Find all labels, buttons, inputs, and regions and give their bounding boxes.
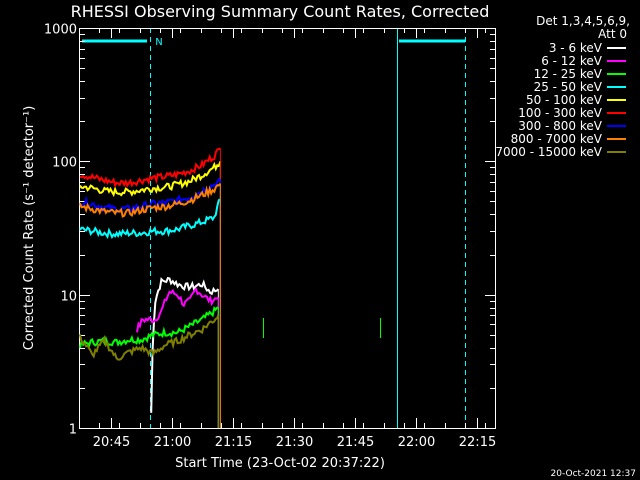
series-line-5 xyxy=(79,147,221,188)
legend-label: 6 - 12 keV xyxy=(541,54,603,68)
series-line-4 xyxy=(79,160,222,198)
legend-label: 800 - 7000 keV xyxy=(511,132,603,146)
footer-date: 20-Oct-2021 12:37 xyxy=(551,469,636,479)
plot-frame xyxy=(79,28,496,429)
legend-label: 300 - 800 keV xyxy=(518,119,602,133)
x-tick-labels: 20:45 21:00 21:15 21:30 21:45 22:00 22:15 xyxy=(93,435,496,450)
series-line-7 xyxy=(79,183,222,218)
x-tick-label: 22:15 xyxy=(459,435,496,450)
series-line-1 xyxy=(136,286,219,333)
series-line-0 xyxy=(150,276,220,413)
series-line-8 xyxy=(79,314,220,361)
legend-header-line-1: Det 1,3,4,5,6,9, xyxy=(536,14,630,28)
y-tick-label: 10 xyxy=(60,290,77,305)
x-axis-label: Start Time (23-Oct-02 20:37:22) xyxy=(175,456,385,471)
legend-label: 50 - 100 keV xyxy=(526,93,603,107)
x-tick-label: 21:15 xyxy=(215,435,252,450)
legend-label: 100 - 300 keV xyxy=(518,106,602,120)
y-axis-label: Corrected Count Rate (s⁻¹ detector⁻¹) xyxy=(22,106,37,351)
series-line-3 xyxy=(79,198,221,240)
y-tick-label: 1000 xyxy=(44,23,77,38)
x-tick-label: 21:30 xyxy=(276,435,313,450)
x-tick-label: 21:45 xyxy=(337,435,374,450)
axis-ticks xyxy=(80,28,495,429)
x-tick-label: 22:00 xyxy=(398,435,435,450)
legend-label: 3 - 6 keV xyxy=(549,41,603,55)
legend-label: 7000 - 15000 keV xyxy=(495,145,602,159)
chart-title: RHESSI Observing Summary Count Rates, Co… xyxy=(71,2,490,21)
y-tick-label: 1 xyxy=(69,423,77,438)
y-tick-label: 100 xyxy=(52,156,77,171)
legend-label: 12 - 25 keV xyxy=(534,67,603,81)
x-tick-label: 21:00 xyxy=(154,435,191,450)
y-tick-labels: 1 10 100 1000 xyxy=(44,23,77,438)
legend-header-line-2: Att 0 xyxy=(598,27,627,41)
night-marker: N xyxy=(155,37,162,48)
isolated-spikes xyxy=(263,318,381,338)
legend-label: 25 - 50 keV xyxy=(534,80,603,94)
orbit-state-bars: N xyxy=(82,28,466,428)
x-tick-label: 20:45 xyxy=(93,435,130,450)
data-series xyxy=(79,147,222,428)
